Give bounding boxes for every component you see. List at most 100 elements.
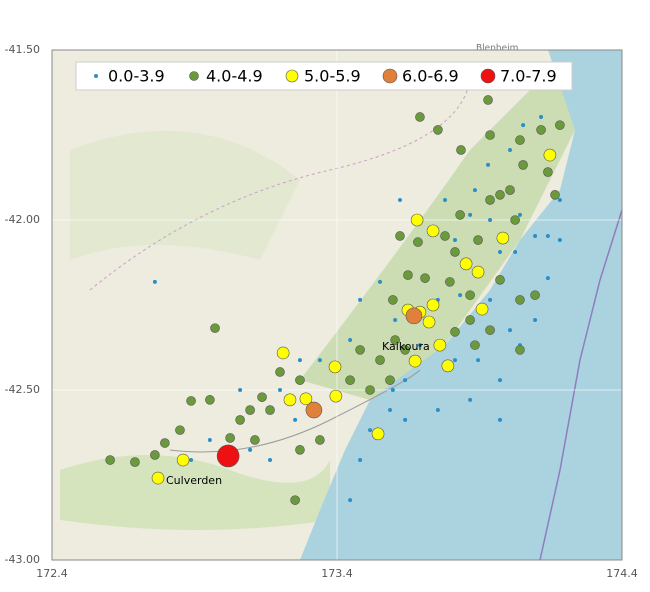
- quake-point: [371, 427, 385, 441]
- quake-point: [472, 188, 477, 193]
- quake-point: [257, 392, 267, 402]
- quake-point: [533, 233, 538, 238]
- quake-point: [513, 249, 518, 254]
- quake-point: [440, 231, 450, 241]
- quake-point: [375, 355, 385, 365]
- place-label: Culverden: [166, 474, 222, 487]
- quake-point: [483, 95, 493, 105]
- quake-point: [328, 360, 342, 374]
- quake-point: [250, 435, 260, 445]
- place-label: Blenheim: [476, 44, 518, 54]
- quake-point: [388, 295, 398, 305]
- quake-point: [186, 396, 196, 406]
- quake-point: [390, 335, 400, 345]
- legend-label: 7.0-7.9: [500, 67, 557, 86]
- quake-point: [488, 218, 493, 222]
- quake-point: [388, 408, 393, 413]
- quake-point: [315, 435, 325, 445]
- legend-marker: [382, 68, 398, 84]
- quake-point: [403, 270, 413, 280]
- quake-point: [433, 125, 443, 135]
- legend-marker: [480, 68, 496, 84]
- quake-point: [539, 114, 544, 119]
- quake-point: [488, 297, 493, 302]
- quake-point: [408, 354, 422, 368]
- quake-point: [276, 346, 290, 360]
- quake-point: [468, 397, 473, 402]
- quake-point: [293, 417, 298, 422]
- quake-point: [485, 325, 495, 335]
- quake-point: [486, 162, 491, 167]
- place-label: Kaikoura: [382, 340, 430, 353]
- quake-point: [275, 367, 285, 377]
- quake-point: [476, 358, 481, 363]
- x-tick-label: 172.4: [36, 567, 68, 580]
- quake-point: [557, 238, 562, 243]
- quake-point: [393, 317, 398, 322]
- quake-point: [550, 190, 560, 200]
- quake-point: [545, 276, 550, 281]
- quake-point: [498, 249, 503, 254]
- quake-point: [345, 375, 355, 385]
- y-tick-label: -42.00: [5, 213, 40, 226]
- quake-point: [175, 425, 185, 435]
- quake-point: [485, 195, 495, 205]
- quake-point: [471, 265, 485, 279]
- marks: [105, 95, 565, 505]
- legend-label: 0.0-3.9: [108, 67, 165, 86]
- quake-point: [268, 458, 273, 463]
- quake-point: [329, 389, 343, 403]
- quake-point: [426, 224, 440, 238]
- legend-label: 5.0-5.9: [304, 67, 361, 86]
- y-tick-label: -42.50: [5, 383, 40, 396]
- legend-label: 6.0-6.9: [402, 67, 459, 86]
- quake-point: [555, 120, 565, 130]
- quake-point: [405, 307, 423, 325]
- quake-point: [105, 455, 115, 465]
- quake-point: [515, 345, 525, 355]
- quake-point: [456, 145, 466, 155]
- quake-point: [496, 231, 510, 245]
- quake-point: [403, 417, 408, 422]
- quake-point: [443, 197, 448, 202]
- quake-point: [299, 392, 313, 406]
- quake-point: [545, 233, 550, 238]
- quake-point: [441, 359, 455, 373]
- quake-point: [278, 388, 282, 392]
- quake-point: [452, 238, 457, 243]
- quake-point: [290, 495, 300, 505]
- quake-point: [210, 323, 220, 333]
- quake-point: [413, 237, 423, 247]
- quake-point: [130, 457, 140, 467]
- quake-point: [536, 125, 546, 135]
- quake-point: [150, 450, 160, 460]
- x-tick-label: 173.4: [321, 567, 353, 580]
- legend-marker: [285, 69, 299, 83]
- quake-point: [465, 315, 475, 325]
- quake-point: [358, 297, 363, 302]
- quake-point: [152, 279, 157, 284]
- quake-point: [415, 112, 425, 122]
- quake-point: [507, 147, 512, 152]
- quake-point: [473, 235, 483, 245]
- quake-point: [498, 378, 503, 383]
- quake-point: [378, 279, 383, 284]
- quake-point: [557, 197, 562, 202]
- quake-point: [189, 458, 194, 463]
- quake-point: [510, 215, 520, 225]
- quake-point: [207, 437, 212, 442]
- quake-point: [385, 375, 395, 385]
- quake-point: [355, 345, 365, 355]
- quake-point: [495, 275, 505, 285]
- quake-point: [450, 247, 460, 257]
- quake-point: [543, 167, 553, 177]
- quake-point: [348, 498, 353, 503]
- quake-point: [468, 212, 473, 217]
- quake-point: [515, 295, 525, 305]
- quake-point: [400, 345, 410, 355]
- quake-point: [395, 231, 405, 241]
- quake-point: [358, 458, 363, 463]
- quake-point: [397, 197, 402, 202]
- quake-point: [517, 212, 522, 217]
- quake-point: [245, 405, 255, 415]
